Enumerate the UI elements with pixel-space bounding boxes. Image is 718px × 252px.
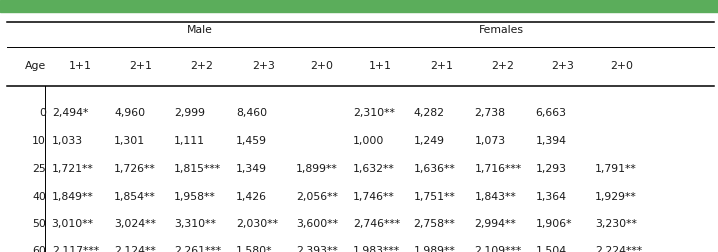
Text: 2+1: 2+1 xyxy=(430,60,452,71)
Text: 1,394: 1,394 xyxy=(536,136,567,146)
Text: Females: Females xyxy=(479,25,523,35)
Text: 2,738: 2,738 xyxy=(475,108,505,118)
Text: 1,791**: 1,791** xyxy=(595,164,637,174)
Text: 1,906*: 1,906* xyxy=(536,219,572,229)
Text: 1,073: 1,073 xyxy=(475,136,505,146)
Text: 4,282: 4,282 xyxy=(414,108,444,118)
Text: Male: Male xyxy=(187,25,213,35)
Text: 2,030**: 2,030** xyxy=(236,219,278,229)
Text: 2,393**: 2,393** xyxy=(296,246,337,252)
Text: 1,033: 1,033 xyxy=(52,136,83,146)
Text: 1,721**: 1,721** xyxy=(52,164,93,174)
Text: 1,899**: 1,899** xyxy=(296,164,337,174)
Text: 1,815***: 1,815*** xyxy=(174,164,221,174)
Text: 1,854**: 1,854** xyxy=(114,192,156,202)
Text: 1,726**: 1,726** xyxy=(114,164,156,174)
Text: 1,929**: 1,929** xyxy=(595,192,637,202)
Text: 2+3: 2+3 xyxy=(551,60,574,71)
Text: 1,000: 1,000 xyxy=(353,136,385,146)
Text: 4,960: 4,960 xyxy=(114,108,145,118)
Text: 1,301: 1,301 xyxy=(114,136,145,146)
Text: 2,310**: 2,310** xyxy=(353,108,395,118)
Text: 25: 25 xyxy=(32,164,46,174)
Text: 1,716***: 1,716*** xyxy=(475,164,522,174)
Text: 1,632**: 1,632** xyxy=(353,164,395,174)
Text: 50: 50 xyxy=(32,219,46,229)
Text: 2+0: 2+0 xyxy=(610,60,634,71)
Text: 1,958**: 1,958** xyxy=(174,192,215,202)
Text: Age: Age xyxy=(24,60,46,71)
Text: 1+1: 1+1 xyxy=(69,60,91,71)
Text: 2,994**: 2,994** xyxy=(475,219,516,229)
Text: 1,111: 1,111 xyxy=(174,136,205,146)
Text: 1,580*: 1,580* xyxy=(236,246,273,252)
Text: 3,024**: 3,024** xyxy=(114,219,156,229)
Text: 1,843**: 1,843** xyxy=(475,192,516,202)
Text: 2,109***: 2,109*** xyxy=(475,246,522,252)
Text: 2+0: 2+0 xyxy=(310,60,333,71)
Text: 40: 40 xyxy=(32,192,46,202)
Text: 0: 0 xyxy=(39,108,46,118)
Text: 1,636**: 1,636** xyxy=(414,164,455,174)
Text: 2,124**: 2,124** xyxy=(114,246,156,252)
Text: 2,056**: 2,056** xyxy=(296,192,337,202)
Text: 1,293: 1,293 xyxy=(536,164,567,174)
Text: 2+2: 2+2 xyxy=(191,60,213,71)
Text: 1,751**: 1,751** xyxy=(414,192,455,202)
Text: 1,364: 1,364 xyxy=(536,192,567,202)
Text: 1,426: 1,426 xyxy=(236,192,267,202)
Text: 3,010**: 3,010** xyxy=(52,219,93,229)
Text: 2+2: 2+2 xyxy=(491,60,513,71)
Text: 6,663: 6,663 xyxy=(536,108,567,118)
Text: 2,758**: 2,758** xyxy=(414,219,455,229)
Text: 8,460: 8,460 xyxy=(236,108,267,118)
Text: 10: 10 xyxy=(32,136,46,146)
Text: 60: 60 xyxy=(32,246,46,252)
Text: 3,600**: 3,600** xyxy=(296,219,337,229)
Text: 2+3: 2+3 xyxy=(252,60,274,71)
Text: 2,117***: 2,117*** xyxy=(52,246,99,252)
Text: 2,494*: 2,494* xyxy=(52,108,88,118)
Text: 1,849**: 1,849** xyxy=(52,192,93,202)
Text: 1,459: 1,459 xyxy=(236,136,267,146)
Text: 2,224***: 2,224*** xyxy=(595,246,643,252)
Text: 1,983***: 1,983*** xyxy=(353,246,401,252)
Text: 3,230**: 3,230** xyxy=(595,219,637,229)
Text: 3,310**: 3,310** xyxy=(174,219,215,229)
Text: 1+1: 1+1 xyxy=(369,60,392,71)
Text: 2,999: 2,999 xyxy=(174,108,205,118)
Text: 1,989**: 1,989** xyxy=(414,246,455,252)
Text: 1,249: 1,249 xyxy=(414,136,444,146)
Text: 2,261***: 2,261*** xyxy=(174,246,221,252)
Bar xyxy=(0,0,718,12)
Text: 2+1: 2+1 xyxy=(130,60,152,71)
Text: 1,349: 1,349 xyxy=(236,164,267,174)
Text: 2,746***: 2,746*** xyxy=(353,219,401,229)
Text: 1,746**: 1,746** xyxy=(353,192,395,202)
Text: 1,504: 1,504 xyxy=(536,246,567,252)
